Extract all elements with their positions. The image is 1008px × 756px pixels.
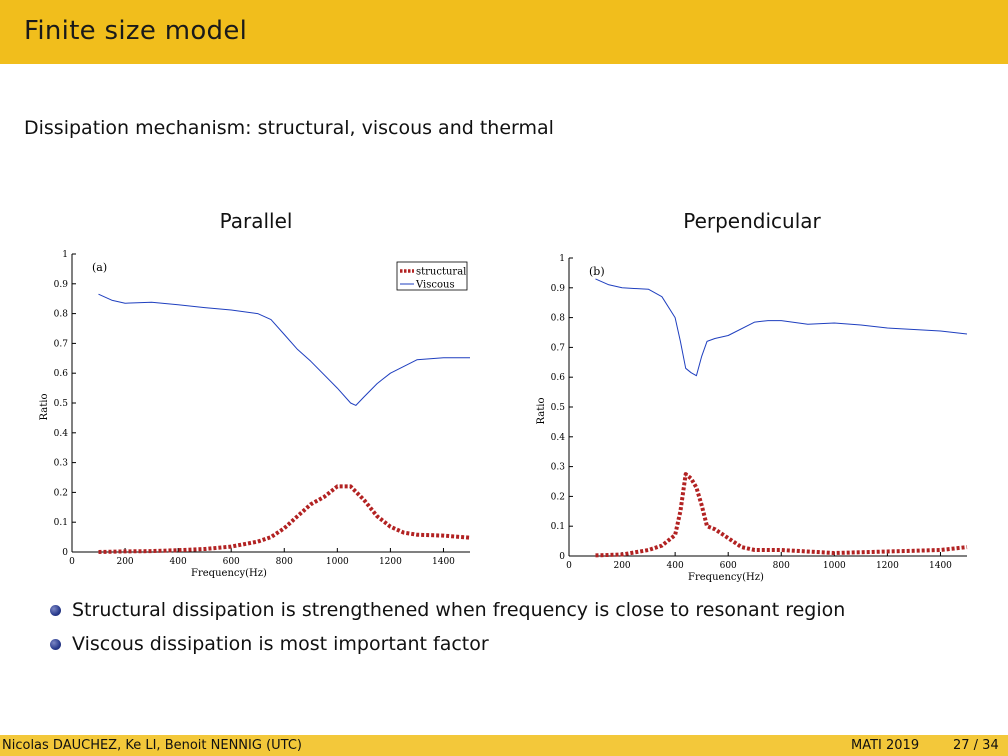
y-tick-label: 0.4 (54, 429, 69, 439)
series-b-viscous-line (595, 278, 968, 377)
chart-perpendicular: 0 0.1 0.2 0.3 0.4 0.5 0.6 0.7 0.8 0.9 1 0 200 400 600 8… (536, 254, 968, 583)
x-tick-label: 800 (773, 561, 790, 571)
panel-label: (b) (589, 265, 605, 278)
footer-bar: Nicolas DAUCHEZ, Ke LI, Benoit NENNIG (U… (0, 735, 1008, 756)
y-tick-label: 0.1 (54, 518, 68, 528)
y-tick-label: 0.1 (551, 522, 565, 532)
x-tick-label: 400 (170, 557, 187, 567)
y-tick-label: 0.6 (551, 373, 566, 383)
y-tick-label: 0.6 (54, 369, 69, 379)
x-tick-label: 600 (720, 561, 737, 571)
x-tick-label: 1000 (823, 561, 846, 571)
x-tick-label: 800 (276, 557, 293, 567)
y-tick-label: 0.3 (54, 459, 69, 469)
legend-box (396, 261, 468, 291)
y-axis-label: Ratio (536, 398, 547, 425)
bullet-text: Viscous dissipation is most important fa… (72, 633, 489, 655)
y-tick-label: 0 (62, 548, 68, 558)
y-tick-label: 0.8 (551, 314, 566, 324)
x-tick-label: 1400 (929, 561, 952, 571)
x-tick-label: 1400 (432, 557, 455, 567)
series-a-viscous-line (98, 293, 470, 406)
y-tick-label: 0.9 (54, 280, 69, 290)
x-tick-label: 600 (223, 557, 240, 567)
x-axis-label: Frequency(Hz) (191, 568, 267, 579)
x-tick-label: 0 (566, 561, 572, 571)
y-tick-label: 0.7 (54, 339, 69, 349)
y-tick-label: 1 (62, 250, 68, 260)
slide-title: Finite size model (24, 16, 248, 46)
y-tick-label: 0.5 (551, 403, 566, 413)
x-tick-label: 200 (116, 557, 133, 567)
y-tick-label: 0.2 (54, 488, 68, 498)
footer-conference: MATI 2019 (851, 738, 920, 753)
y-axis-label: Ratio (39, 394, 50, 421)
y-tick-label: 0.4 (551, 433, 566, 443)
x-tick-label: 1200 (876, 561, 899, 571)
y-tick-label: 0.7 (551, 343, 566, 353)
series-a-structural-line (98, 484, 471, 554)
y-tick-label: 0.3 (551, 463, 566, 473)
y-tick-label: 0.9 (551, 284, 566, 294)
bullet-list: Structural dissipation is strengthened w… (48, 597, 948, 665)
bullet-item: Viscous dissipation is most important fa… (48, 631, 948, 665)
chart-heading-parallel: Parallel (219, 209, 293, 233)
y-tick-label: 0 (559, 552, 565, 562)
x-tick-label: 400 (667, 561, 684, 571)
bullet-icon (50, 605, 61, 616)
x-axis-label: Frequency(Hz) (688, 572, 764, 583)
footer-page-number: 27 / 34 (953, 738, 999, 753)
chart-heading-perpendicular: Perpendicular (683, 209, 821, 233)
x-tick-label: 200 (613, 561, 630, 571)
bullet-text: Structural dissipation is strengthened w… (72, 599, 846, 621)
x-tick-label: 0 (69, 557, 75, 567)
slide-subtitle: Dissipation mechanism: structural, visco… (24, 117, 554, 139)
legend-entry: structural (416, 267, 466, 278)
y-tick-label: 0.8 (54, 310, 69, 320)
x-tick-label: 1200 (379, 557, 402, 567)
legend-entry: Viscous (415, 280, 455, 291)
y-tick-label: 0.5 (54, 399, 69, 409)
bullet-icon (50, 639, 61, 650)
chart-parallel: 0 0.1 0.2 0.3 0.4 0.5 0.6 0.7 0.8 0.9 1 0 200 400 600 8… (39, 250, 471, 579)
y-tick-label: 0.2 (551, 492, 565, 502)
x-tick-label: 1000 (326, 557, 349, 567)
panel-label: (a) (92, 261, 107, 274)
footer-authors: Nicolas DAUCHEZ, Ke LI, Benoit NENNIG (U… (2, 738, 302, 753)
title-bar: Finite size model (0, 0, 1008, 64)
series-b-structural-line (595, 472, 968, 558)
y-tick-label: 1 (559, 254, 565, 264)
bullet-item: Structural dissipation is strengthened w… (48, 597, 948, 631)
